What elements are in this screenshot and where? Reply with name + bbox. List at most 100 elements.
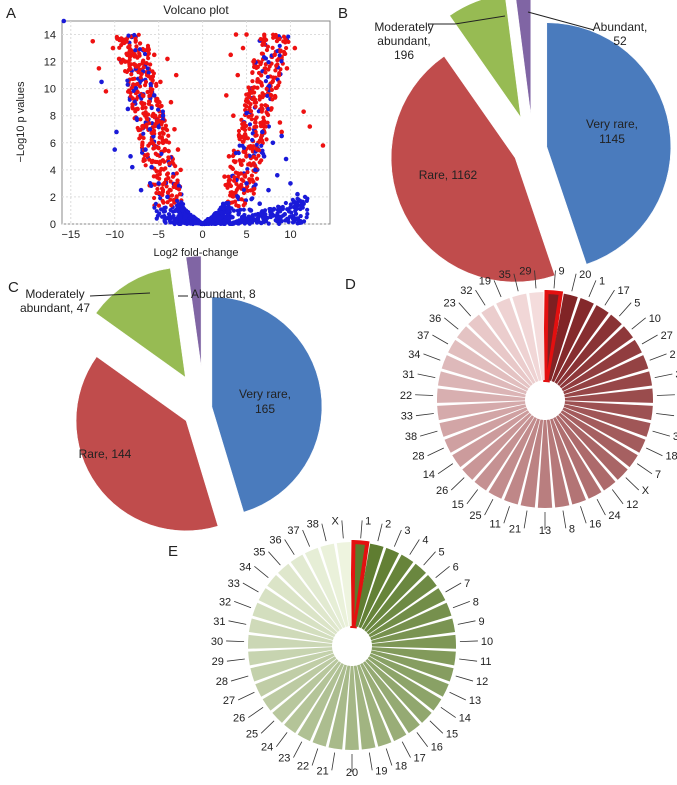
- volcano-point: [247, 105, 252, 110]
- volcano-point: [148, 62, 153, 67]
- volcano-point: [137, 53, 142, 58]
- volcano-point: [142, 51, 148, 57]
- wheel-segment: [355, 543, 384, 627]
- volcano-ylabel: −Log10 p values: [15, 81, 27, 163]
- leader-line: [445, 582, 462, 593]
- volcano-point: [154, 83, 159, 88]
- volcano-point: [244, 181, 249, 186]
- volcano-point: [236, 184, 241, 189]
- volcano-point: [295, 191, 300, 197]
- leader-line: [459, 640, 478, 643]
- volcano-point: [269, 87, 275, 93]
- leader-line: [553, 270, 556, 289]
- leader-line: [503, 506, 510, 524]
- leader-line: [588, 280, 597, 298]
- leader-line: [458, 302, 472, 317]
- segment-label: 6: [453, 561, 459, 573]
- volcano-point: [284, 66, 290, 71]
- volcano-point: [224, 93, 229, 98]
- volcano-point: [258, 62, 263, 67]
- volcano-point: [269, 106, 274, 111]
- segment-label: 33: [228, 578, 240, 590]
- volcano-point: [154, 216, 159, 221]
- volcano-point: [116, 56, 122, 62]
- leader-line: [417, 373, 436, 378]
- volcano-point: [240, 45, 246, 51]
- volcano-point: [132, 32, 137, 38]
- volcano-point: [148, 86, 153, 92]
- volcano-point: [239, 197, 244, 202]
- volcano-point: [252, 186, 257, 191]
- volcano-point: [158, 159, 163, 164]
- wheel-segment: [512, 293, 542, 381]
- leader-line: [368, 752, 373, 771]
- volcano-point: [265, 44, 271, 49]
- segment-label: 30: [211, 636, 223, 648]
- segment-label: 29: [519, 265, 531, 277]
- volcano-point: [127, 43, 132, 48]
- segment-label: 7: [464, 578, 470, 590]
- segment-label: 19: [375, 765, 387, 777]
- volcano-point: [132, 76, 137, 81]
- volcano-point: [138, 117, 143, 122]
- volcano-point: [225, 208, 231, 214]
- volcano-point: [180, 208, 185, 213]
- wheel-segment: [312, 664, 347, 747]
- volcano-point: [160, 187, 166, 193]
- volcano-point: [254, 176, 260, 181]
- volcano-point: [252, 97, 258, 102]
- volcano-point: [165, 194, 170, 200]
- leader-line: [293, 741, 303, 758]
- segment-label: 27: [661, 330, 673, 342]
- volcano-point: [160, 140, 166, 146]
- volcano-point: [237, 133, 242, 139]
- volcano-point: [245, 167, 250, 172]
- volcano-point: [163, 123, 169, 128]
- volcano-point: [291, 205, 296, 210]
- wheel-segment: [371, 634, 456, 649]
- volcano-point: [126, 33, 131, 38]
- leader-line: [226, 658, 245, 662]
- volcano-point: [250, 177, 255, 183]
- volcano-point: [153, 113, 158, 118]
- volcano-point: [103, 89, 109, 94]
- wheel-segment: [462, 412, 532, 480]
- segment-label: 18: [665, 451, 677, 463]
- volcano-point: [124, 51, 129, 56]
- volcano-point: [253, 104, 258, 109]
- volcano-point: [264, 47, 270, 53]
- volcano-point: [279, 214, 284, 220]
- wheel-segment: [304, 547, 346, 629]
- wheel-segment: [551, 298, 594, 383]
- volcano-point: [185, 219, 190, 224]
- volcano-point: [140, 93, 146, 98]
- volcano-point: [251, 144, 256, 149]
- volcano-point: [165, 200, 170, 205]
- volcano-point: [253, 120, 258, 125]
- volcano-point: [149, 160, 155, 165]
- volcano-point: [173, 72, 179, 78]
- segment-label: 28: [412, 451, 424, 463]
- volcano-point: [266, 59, 271, 65]
- volcano-point: [159, 120, 165, 125]
- leader-line: [228, 620, 247, 625]
- segment-label: 10: [649, 313, 661, 325]
- volcano-point: [251, 154, 256, 159]
- wheel-segment: [358, 547, 400, 629]
- wheel-segment: [563, 404, 651, 437]
- volcano-point: [250, 70, 255, 75]
- volcano-point: [147, 157, 152, 162]
- segment-label: 11: [489, 518, 500, 530]
- wheel-segment: [557, 314, 622, 386]
- segment-label: 9: [478, 616, 484, 628]
- segment-label: X: [332, 515, 340, 527]
- volcano-point: [173, 164, 178, 169]
- x-tick-label: 10: [284, 229, 296, 241]
- y-tick-label: 14: [44, 30, 56, 42]
- wheel-segment: [252, 602, 334, 641]
- volcano-point: [285, 216, 290, 221]
- y-tick-label: 0: [50, 219, 56, 231]
- volcano-point: [239, 177, 244, 182]
- volcano-point: [147, 93, 152, 98]
